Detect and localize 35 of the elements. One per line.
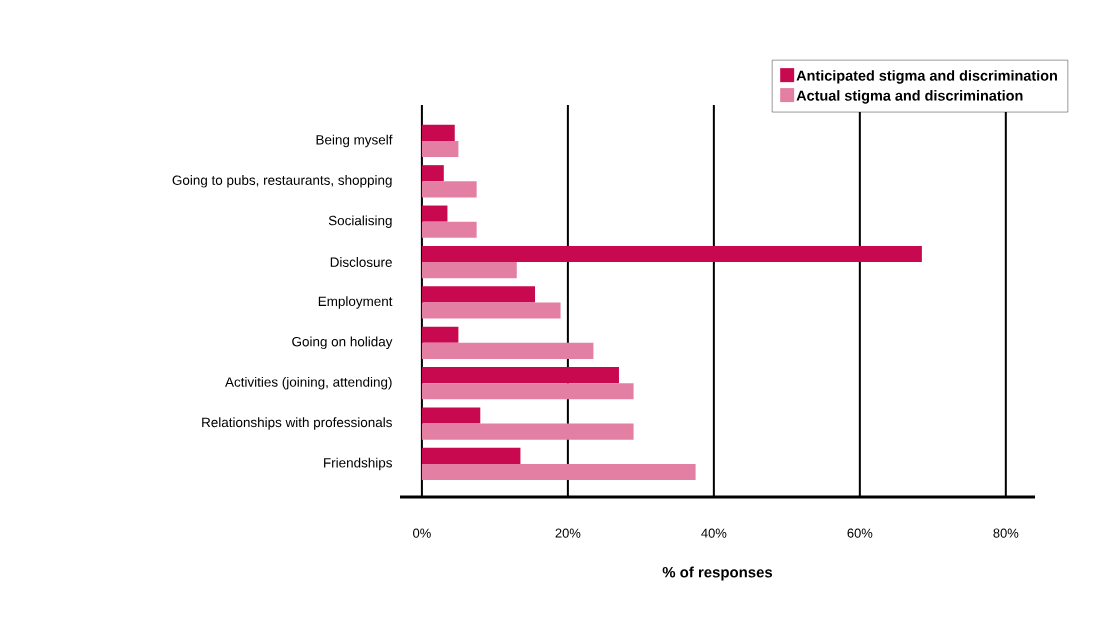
bar xyxy=(421,286,536,303)
bar xyxy=(421,326,459,343)
bar xyxy=(421,205,448,222)
bar xyxy=(421,383,634,400)
y-tick-label: Friendships xyxy=(324,457,392,471)
bar xyxy=(421,423,634,440)
bar xyxy=(421,245,922,263)
x-tick-label: 40% xyxy=(701,528,727,538)
bar xyxy=(421,463,696,481)
bar xyxy=(421,140,459,158)
x-tick-label: 60% xyxy=(847,528,873,538)
y-tick-label: Socialising xyxy=(328,215,392,228)
y-tick-label: Relationships with professionals xyxy=(202,417,392,430)
y-tick-label: Being myself xyxy=(316,134,393,148)
legend-label: Anticipated stigma and discrimination xyxy=(796,70,1057,84)
bar xyxy=(421,447,521,464)
bar xyxy=(421,165,444,182)
bar xyxy=(421,407,481,424)
bar xyxy=(421,262,517,279)
y-tick-label: Going to pubs, restaurants, shopping xyxy=(172,175,392,188)
y-tick-label: Employment xyxy=(318,296,393,309)
y-tick-label: Disclosure xyxy=(330,257,392,267)
bar xyxy=(421,302,561,319)
x-tick-label: 20% xyxy=(555,528,581,538)
bar xyxy=(421,367,619,384)
bar xyxy=(421,342,594,359)
bar xyxy=(421,221,477,238)
y-tick-label: Activities (joining, attending) xyxy=(225,376,392,390)
legend-label: Actual stigma and discrimination xyxy=(796,90,1023,104)
x-tick-label: 0% xyxy=(413,528,431,538)
y-tick-label: Going on holiday xyxy=(292,336,393,350)
x-tick-label: 80% xyxy=(993,528,1019,538)
bar xyxy=(421,181,477,198)
bar xyxy=(421,124,455,141)
x-axis-title: % of responses xyxy=(662,566,773,581)
